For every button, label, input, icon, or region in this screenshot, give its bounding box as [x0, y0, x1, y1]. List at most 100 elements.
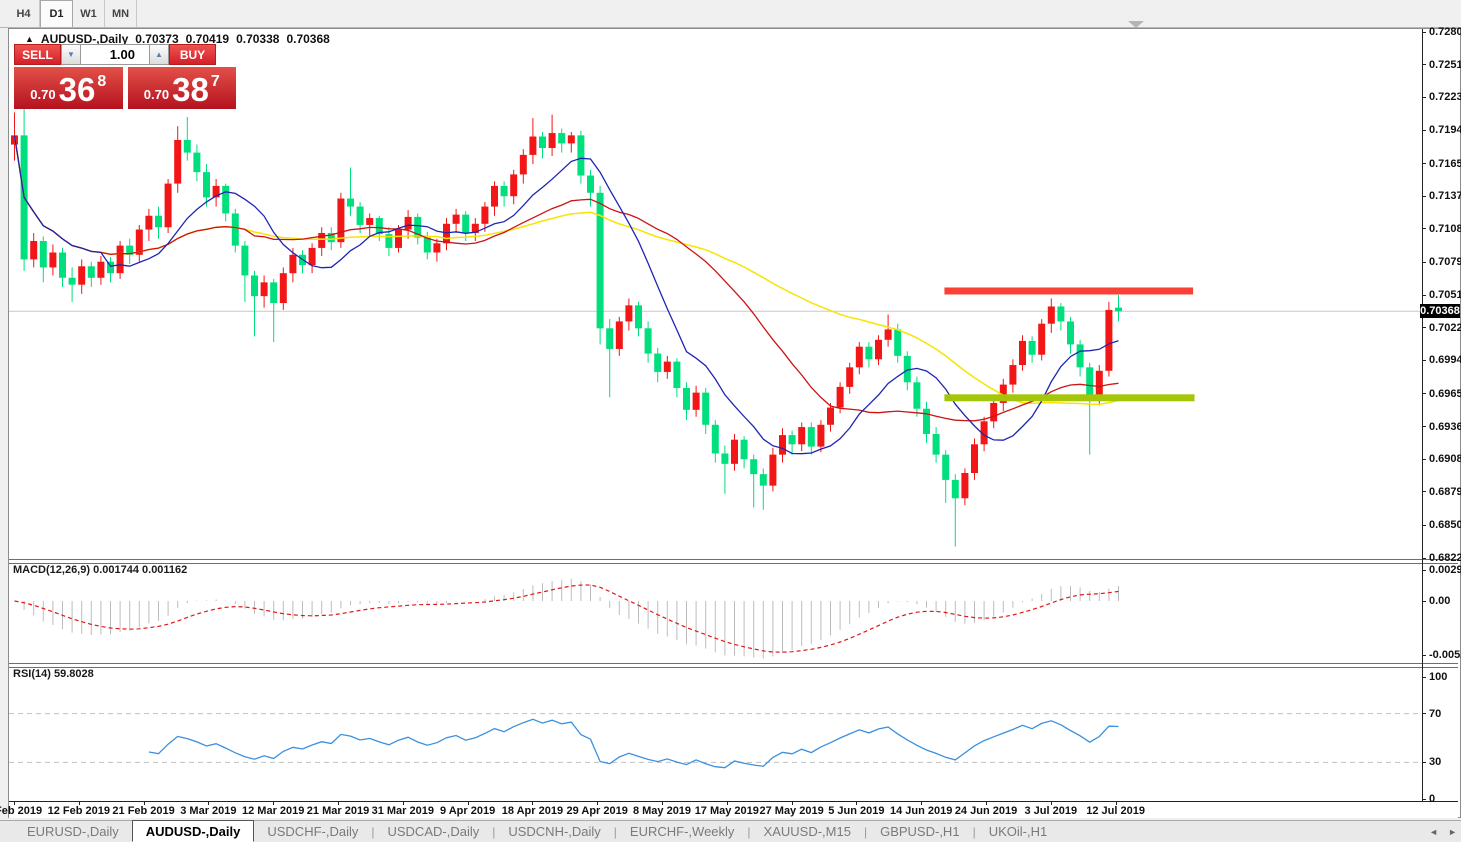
tick-dash	[1423, 524, 1426, 526]
support-hline[interactable]	[944, 394, 1195, 402]
timeframe-toolbar: H4 D1 W1 MN	[0, 0, 1461, 28]
tick-dash	[1423, 359, 1426, 361]
candle-body	[894, 329, 902, 356]
candle-body	[135, 229, 143, 255]
tick-dash	[1423, 426, 1426, 427]
candle-body	[356, 206, 364, 225]
chart-tab-ukoil-h1[interactable]: UKOil-,H1	[988, 824, 1048, 839]
tick-label: 0.68505	[1429, 519, 1461, 532]
candle-body	[1057, 306, 1065, 322]
date-label: 8 May 2019	[632, 805, 692, 817]
candle-body	[222, 185, 230, 214]
tick-dash	[1423, 393, 1426, 395]
price-chart-pane[interactable]	[9, 29, 1458, 559]
candle-body	[231, 213, 239, 246]
date-tick	[921, 802, 923, 805]
candle-body	[404, 216, 412, 230]
candle-body	[1115, 307, 1122, 312]
buy-price-box[interactable]: 0.70 38 7	[127, 67, 236, 109]
timeframe-button-d1[interactable]: D1	[40, 0, 73, 27]
rsi-line	[148, 718, 1119, 769]
chart-tab-xauusd-m15[interactable]: XAUUSD-,M15	[763, 824, 851, 839]
date-label: 31 Mar 2019	[371, 805, 434, 817]
candle-body	[875, 339, 882, 360]
volume-decrease-button[interactable]: ▼	[61, 44, 81, 65]
date-label: 3 Mar 2019	[180, 805, 237, 817]
candle-body	[1086, 367, 1094, 399]
current-price-label: 0.70368	[1420, 304, 1460, 319]
date-tick	[986, 802, 987, 805]
volume-input[interactable]	[81, 44, 149, 65]
timeframe-button-w1[interactable]: W1	[73, 0, 105, 27]
chart-title-symbol: AUDUSD-,Daily	[40, 32, 129, 46]
rsi-label: RSI(14) 59.8028	[13, 668, 94, 680]
candle-body	[87, 266, 95, 278]
pane-divider[interactable]	[9, 559, 1458, 564]
tab-scroll-left-icon[interactable]: ◄	[1429, 827, 1439, 837]
tick-dash	[1423, 31, 1426, 33]
pane-divider[interactable]	[9, 663, 1458, 668]
candle-body	[654, 353, 662, 372]
chart-shift-marker-icon[interactable]	[1128, 21, 1144, 28]
candle-body	[183, 139, 191, 153]
chart-tab-eurchf-weekly[interactable]: EURCHF-,Weekly	[629, 824, 735, 839]
candle-body	[817, 424, 825, 447]
candle-body	[116, 245, 124, 274]
tick-dash	[1423, 569, 1426, 571]
date-label: 5 Jun 2019	[828, 805, 885, 817]
chart-tab-gbpusd-h1[interactable]: GBPUSD-,H1	[880, 824, 960, 839]
sell-button[interactable]: SELL	[14, 44, 61, 65]
candle-body	[548, 133, 556, 148]
chart-tab-usdcnh-daily[interactable]: USDCNH-,Daily	[508, 824, 601, 839]
candle-body	[1076, 344, 1084, 368]
date-tick	[791, 802, 793, 805]
rsi-scale[interactable]: 100 70 30 0	[1423, 666, 1459, 805]
collapse-triangle-icon[interactable]: ▲	[25, 34, 34, 44]
date-tick	[532, 802, 534, 805]
macd-scale[interactable]: 0.002984 0.00 -0.005256	[1423, 562, 1461, 663]
date-label: 27 May 2019	[759, 805, 824, 817]
candle-body	[913, 382, 921, 409]
chart-tab-usdcad-daily[interactable]: USDCAD-,Daily	[387, 824, 480, 839]
candle-body	[366, 218, 374, 225]
chart-tab-bar: EURUSD-,Daily AUDUSD-,Daily USDCHF-,Daily |…	[0, 820, 1461, 842]
candle-body	[903, 355, 911, 383]
chart-tab-eurusd-daily[interactable]: EURUSD-,Daily	[27, 824, 119, 839]
tick-label: 0.68795	[1429, 485, 1461, 498]
tick-label: 70	[1429, 707, 1442, 720]
tab-scroll-right-icon[interactable]: ►	[1448, 827, 1457, 837]
sell-price-box[interactable]: 0.70 36 8	[14, 67, 123, 109]
candle-body	[779, 435, 786, 455]
candle-body	[49, 252, 57, 268]
timeframe-button-h4[interactable]: H4	[8, 0, 40, 27]
buy-button[interactable]: BUY	[169, 44, 216, 65]
candle-body	[567, 135, 575, 144]
candle-body	[452, 214, 460, 224]
chart-tab-audusd-daily[interactable]: AUDUSD-,Daily	[131, 820, 255, 842]
timeframe-button-mn[interactable]: MN	[105, 0, 137, 27]
date-tick	[467, 802, 469, 805]
candle-body	[971, 444, 978, 474]
resistance-hline[interactable]	[944, 287, 1194, 295]
candle-body	[78, 266, 86, 285]
tick-label: 30	[1429, 756, 1442, 769]
tab-separator: |	[613, 824, 617, 839]
date-tick	[402, 802, 404, 805]
candle-body	[750, 459, 758, 475]
candle-body	[999, 384, 1007, 403]
tick-label: 0.002984	[1429, 564, 1461, 577]
volume-increase-button[interactable]: ▲	[149, 44, 169, 65]
candle-body	[385, 234, 393, 248]
tick-label: 100	[1429, 671, 1448, 683]
chart-tab-usdchf-daily[interactable]: USDCHF-,Daily	[267, 824, 359, 839]
tick-label: 0.71945	[1429, 124, 1461, 137]
tick-dash	[1423, 129, 1426, 131]
candle-body	[731, 439, 738, 464]
